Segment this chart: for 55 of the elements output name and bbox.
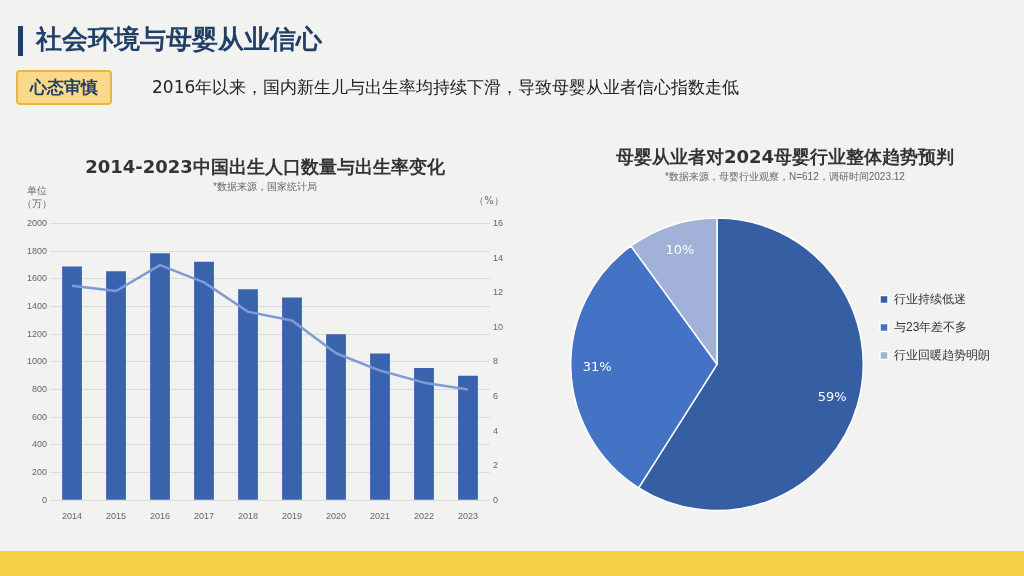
y2-tick-label: 0: [492, 494, 498, 505]
x-tick-label: 2017: [193, 511, 215, 522]
bar: [62, 266, 82, 500]
x-tick-label: 2015: [106, 511, 127, 522]
y2-axis-title: （%）: [474, 194, 504, 207]
x-tick-label: 2022: [413, 511, 435, 522]
bar: [370, 353, 390, 500]
y2-tick-label: 6: [492, 390, 498, 401]
bar: [150, 253, 170, 500]
text: 心态审慎: [16, 70, 112, 105]
bar: [458, 375, 478, 500]
text: 2016年以来，国内新生儿与出生率均持续下滑，导致母婴从业者信心指数走低: [152, 76, 740, 99]
y-tick-label: 200: [31, 467, 48, 478]
y2-tick-label: 10: [492, 321, 503, 332]
bar: [282, 297, 302, 500]
y2-tick-label: 16: [492, 218, 503, 229]
y-tick-label: 1200: [26, 328, 48, 339]
legend-label: 行业持续低迷: [894, 291, 966, 306]
x-tick-label: 2021: [369, 511, 391, 522]
y2-tick-label: 2: [492, 460, 498, 471]
y2-tick-label: 14: [492, 252, 503, 263]
x-tick-label: 2018: [237, 511, 259, 522]
legend-label: 与23年差不多: [894, 319, 968, 334]
y-tick-label: 400: [31, 439, 48, 450]
y-tick-label: 1400: [26, 301, 48, 312]
y-tick-label: 1000: [26, 356, 48, 367]
data-label: 10%: [665, 241, 695, 257]
bar: [414, 368, 434, 500]
bar: [238, 289, 258, 500]
x-tick-label: 2020: [325, 511, 347, 522]
x-tick-label: 2014: [62, 511, 83, 522]
chart-subtitle: *数据来源，母婴行业观察，N=612，调研时间2023.12: [665, 171, 906, 183]
data-label: 31%: [582, 359, 612, 375]
chart-title: 母婴从业者对2024母婴行业整体趋势预判: [614, 146, 955, 168]
bar: [194, 261, 214, 500]
x-tick-label: 2019: [281, 511, 303, 522]
y2-tick-label: 12: [492, 287, 503, 298]
legend-label: 行业回暖趋势明朗: [894, 347, 990, 362]
y-tick-label: 1800: [26, 245, 48, 256]
y2-tick-label: 4: [492, 425, 498, 436]
y-tick-label: 800: [31, 384, 48, 395]
y-tick-label: 0: [42, 494, 48, 505]
chart-subtitle: *数据来源，国家统计局: [213, 181, 317, 193]
y-tick-label: 2000: [26, 218, 48, 229]
x-tick-label: 2023: [457, 511, 479, 522]
y-axis-title: 单位（万）: [22, 184, 52, 210]
y-tick-label: 600: [31, 411, 48, 422]
text: 社会环境与母婴从业信心: [36, 23, 322, 56]
chart-title: 2014-2023中国出生人口数量与出生率变化: [85, 156, 446, 178]
bar: [106, 271, 126, 500]
y2-tick-label: 8: [492, 356, 498, 367]
y-tick-label: 1600: [26, 273, 48, 284]
data-label: 59%: [817, 389, 847, 405]
x-tick-label: 2016: [150, 511, 171, 522]
bar: [326, 334, 346, 500]
